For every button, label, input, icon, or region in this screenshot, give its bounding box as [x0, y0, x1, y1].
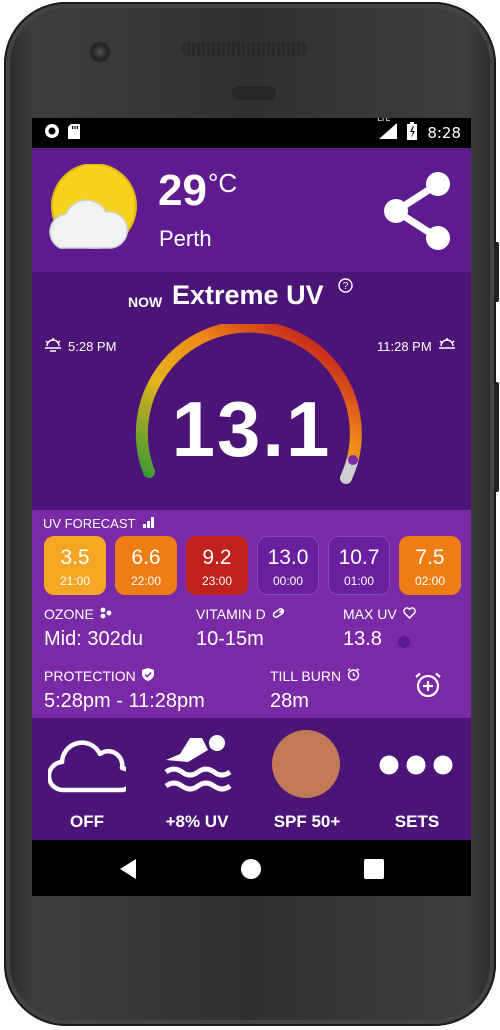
cloud-toggle[interactable]: OFF	[32, 718, 142, 840]
sunset-time: 11:28 PM	[377, 339, 432, 354]
sunrise: 5:28 PM	[44, 338, 116, 355]
help-icon[interactable]: ?	[338, 278, 353, 297]
sunset: 11:28 PM	[377, 338, 456, 355]
power-button	[494, 382, 499, 492]
forecast-uv-value: 3.5	[60, 546, 90, 569]
more-dots-icon	[378, 754, 454, 780]
uv-index-value: 13.1	[171, 385, 332, 473]
forecast-uv-value: 9.2	[202, 546, 232, 569]
skin-tone-swatch	[272, 730, 340, 798]
sets-label: SETS	[394, 812, 440, 831]
forecast-uv-value: 6.6	[131, 546, 161, 569]
uv-gauge-panel: 5:28 PM 11:28 PM	[32, 324, 471, 510]
volume-button	[494, 242, 499, 302]
partly-cloudy-icon	[46, 163, 138, 258]
settings-button[interactable]: SETS	[362, 718, 471, 840]
forecast-tile[interactable]: 6.6 22:00	[115, 536, 177, 595]
navigation-bar	[32, 840, 471, 896]
screen: LTE 8:28 29 °C Perth	[32, 118, 471, 896]
uv-level-text: Extreme UV	[172, 280, 324, 310]
shield-icon	[141, 668, 154, 684]
forecast-tile[interactable]: 3.5 21:00	[44, 536, 106, 595]
bottom-toolbar: OFF +8% UV SPF 50+	[32, 718, 471, 840]
home-icon[interactable]	[240, 858, 262, 884]
forecast-time: 00:00	[272, 574, 304, 588]
protection-label-text: PROTECTION	[44, 668, 136, 684]
city-name[interactable]: Perth	[159, 226, 212, 251]
forecast-time: 23:00	[201, 574, 233, 588]
cloud-label: OFF	[70, 812, 104, 831]
forecast-title-label: UV FORECAST	[43, 516, 136, 531]
weather-header: 29 °C Perth	[32, 148, 471, 272]
now-label: NOW	[128, 294, 163, 310]
phone-frame: LTE 8:28 29 °C Perth	[4, 2, 499, 1026]
sd-card-icon	[68, 123, 80, 143]
forecast-uv-value: 13.0	[267, 546, 309, 569]
forecast-uv-value: 7.5	[415, 546, 445, 569]
forecast-time: 22:00	[130, 574, 162, 588]
forecast-tile[interactable]: 9.2 23:00	[186, 536, 248, 595]
swimming-icon	[162, 730, 234, 800]
spf-label: SPF 50+	[273, 812, 341, 831]
forecast-time: 21:00	[59, 574, 91, 588]
max-uv-dot	[398, 636, 410, 648]
forecast-uv-value: 10.7	[338, 546, 380, 569]
till-burn-label: TILL BURN	[270, 668, 360, 684]
max-uv-value: 13.8	[343, 628, 382, 650]
battery-icon	[407, 122, 418, 144]
add-alarm-icon[interactable]	[413, 670, 443, 704]
sunrise-time: 5:28 PM	[68, 339, 117, 354]
ozone-label-text: OZONE	[44, 606, 94, 622]
heart-icon	[402, 606, 416, 622]
forecast-title: UV FORECAST	[43, 516, 155, 531]
earpiece	[232, 86, 276, 100]
back-icon[interactable]	[118, 858, 138, 884]
clock: 8:28	[427, 124, 461, 142]
ozone-value: Mid: 302du	[44, 628, 143, 650]
forecast-tile[interactable]: 10.7 01:00	[328, 536, 390, 595]
forecast-tile[interactable]: 7.5 02:00	[399, 536, 461, 595]
cloud-icon	[46, 736, 135, 798]
sunrise-icon	[44, 338, 62, 355]
vitamin-d-label: VITAMIN D	[196, 606, 285, 622]
protection-value: 5:28pm - 11:28pm	[44, 690, 205, 712]
till-burn-label-text: TILL BURN	[270, 668, 342, 684]
alarm-clock-icon	[347, 668, 360, 684]
status-bar: LTE 8:28	[32, 118, 471, 148]
forecast-time: 01:00	[343, 574, 375, 588]
current-uv-row: NOW Extreme UV ?	[32, 272, 471, 324]
speaker-grille	[182, 42, 308, 56]
bar-chart-icon[interactable]	[143, 516, 155, 531]
pill-icon	[272, 606, 285, 622]
vitamin-d-value: 10-15m	[196, 628, 264, 650]
ozone-label: OZONE	[44, 606, 112, 622]
share-icon[interactable]	[380, 170, 454, 256]
temperature: 29	[158, 166, 207, 215]
max-uv-label: MAX UV	[343, 606, 416, 622]
protection-label: PROTECTION	[44, 668, 154, 684]
uv-gauge-arc	[135, 324, 362, 484]
till-burn-value: 28m	[270, 690, 309, 712]
ozone-icon	[100, 606, 112, 622]
forecast-tile[interactable]: 13.0 00:00	[257, 536, 319, 595]
forecast-time: 02:00	[414, 574, 446, 588]
front-camera	[90, 42, 110, 62]
recents-icon[interactable]	[364, 859, 384, 883]
spf-selector[interactable]: SPF 50+	[252, 718, 362, 840]
forecast-panel: UV FORECAST 3.5 21:00 6.6 22:00 9.2 23:00 13.0…	[32, 510, 471, 718]
water-label: +8% UV	[165, 812, 229, 831]
max-uv-label-text: MAX UV	[343, 606, 397, 622]
temperature-unit: °C	[208, 168, 238, 198]
svg-text:?: ?	[343, 281, 349, 292]
sync-icon	[44, 123, 60, 143]
sunset-icon	[438, 338, 456, 355]
signal-icon: LTE	[377, 118, 398, 143]
forecast-tiles: 3.5 21:00 6.6 22:00 9.2 23:00 13.0 00:00 10.7 01:…	[44, 536, 461, 595]
network-type: LTE	[377, 118, 391, 123]
vitamin-d-label-text: VITAMIN D	[196, 606, 266, 622]
water-toggle[interactable]: +8% UV	[142, 718, 252, 840]
